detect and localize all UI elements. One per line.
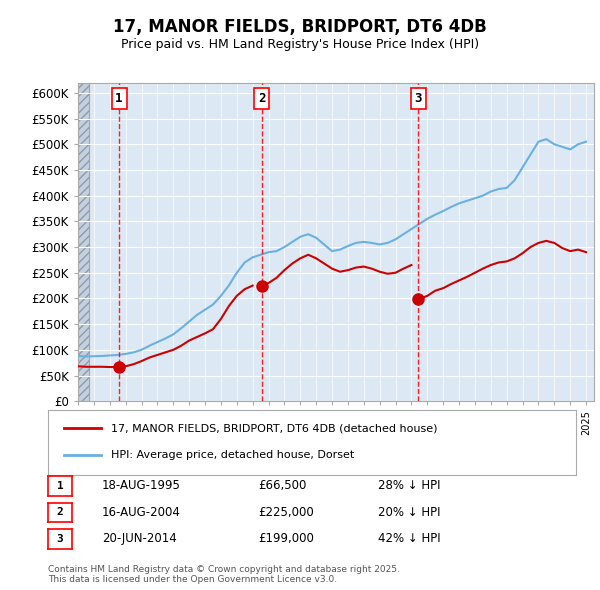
Text: 2: 2 [258,92,266,105]
Text: £225,000: £225,000 [258,506,314,519]
Text: 20% ↓ HPI: 20% ↓ HPI [378,506,440,519]
Text: 17, MANOR FIELDS, BRIDPORT, DT6 4DB: 17, MANOR FIELDS, BRIDPORT, DT6 4DB [113,18,487,36]
Text: £199,000: £199,000 [258,532,314,545]
Text: Contains HM Land Registry data © Crown copyright and database right 2025.
This d: Contains HM Land Registry data © Crown c… [48,565,400,584]
Text: 16-AUG-2004: 16-AUG-2004 [102,506,181,519]
Bar [78,83,89,401]
Text: HPI: Average price, detached house, Dorset: HPI: Average price, detached house, Dors… [112,451,355,460]
Text: 2: 2 [56,507,64,517]
Text: £66,500: £66,500 [258,479,307,492]
Text: Price paid vs. HM Land Registry's House Price Index (HPI): Price paid vs. HM Land Registry's House … [121,38,479,51]
Text: 3: 3 [414,92,422,105]
Text: 18-AUG-1995: 18-AUG-1995 [102,479,181,492]
Text: 20-JUN-2014: 20-JUN-2014 [102,532,177,545]
Text: 42% ↓ HPI: 42% ↓ HPI [378,532,440,545]
Text: 3: 3 [56,534,64,544]
Text: 1: 1 [56,481,64,491]
Text: 1: 1 [115,92,123,105]
Bar [78,83,89,401]
Text: 17, MANOR FIELDS, BRIDPORT, DT6 4DB (detached house): 17, MANOR FIELDS, BRIDPORT, DT6 4DB (det… [112,423,438,433]
Text: 28% ↓ HPI: 28% ↓ HPI [378,479,440,492]
